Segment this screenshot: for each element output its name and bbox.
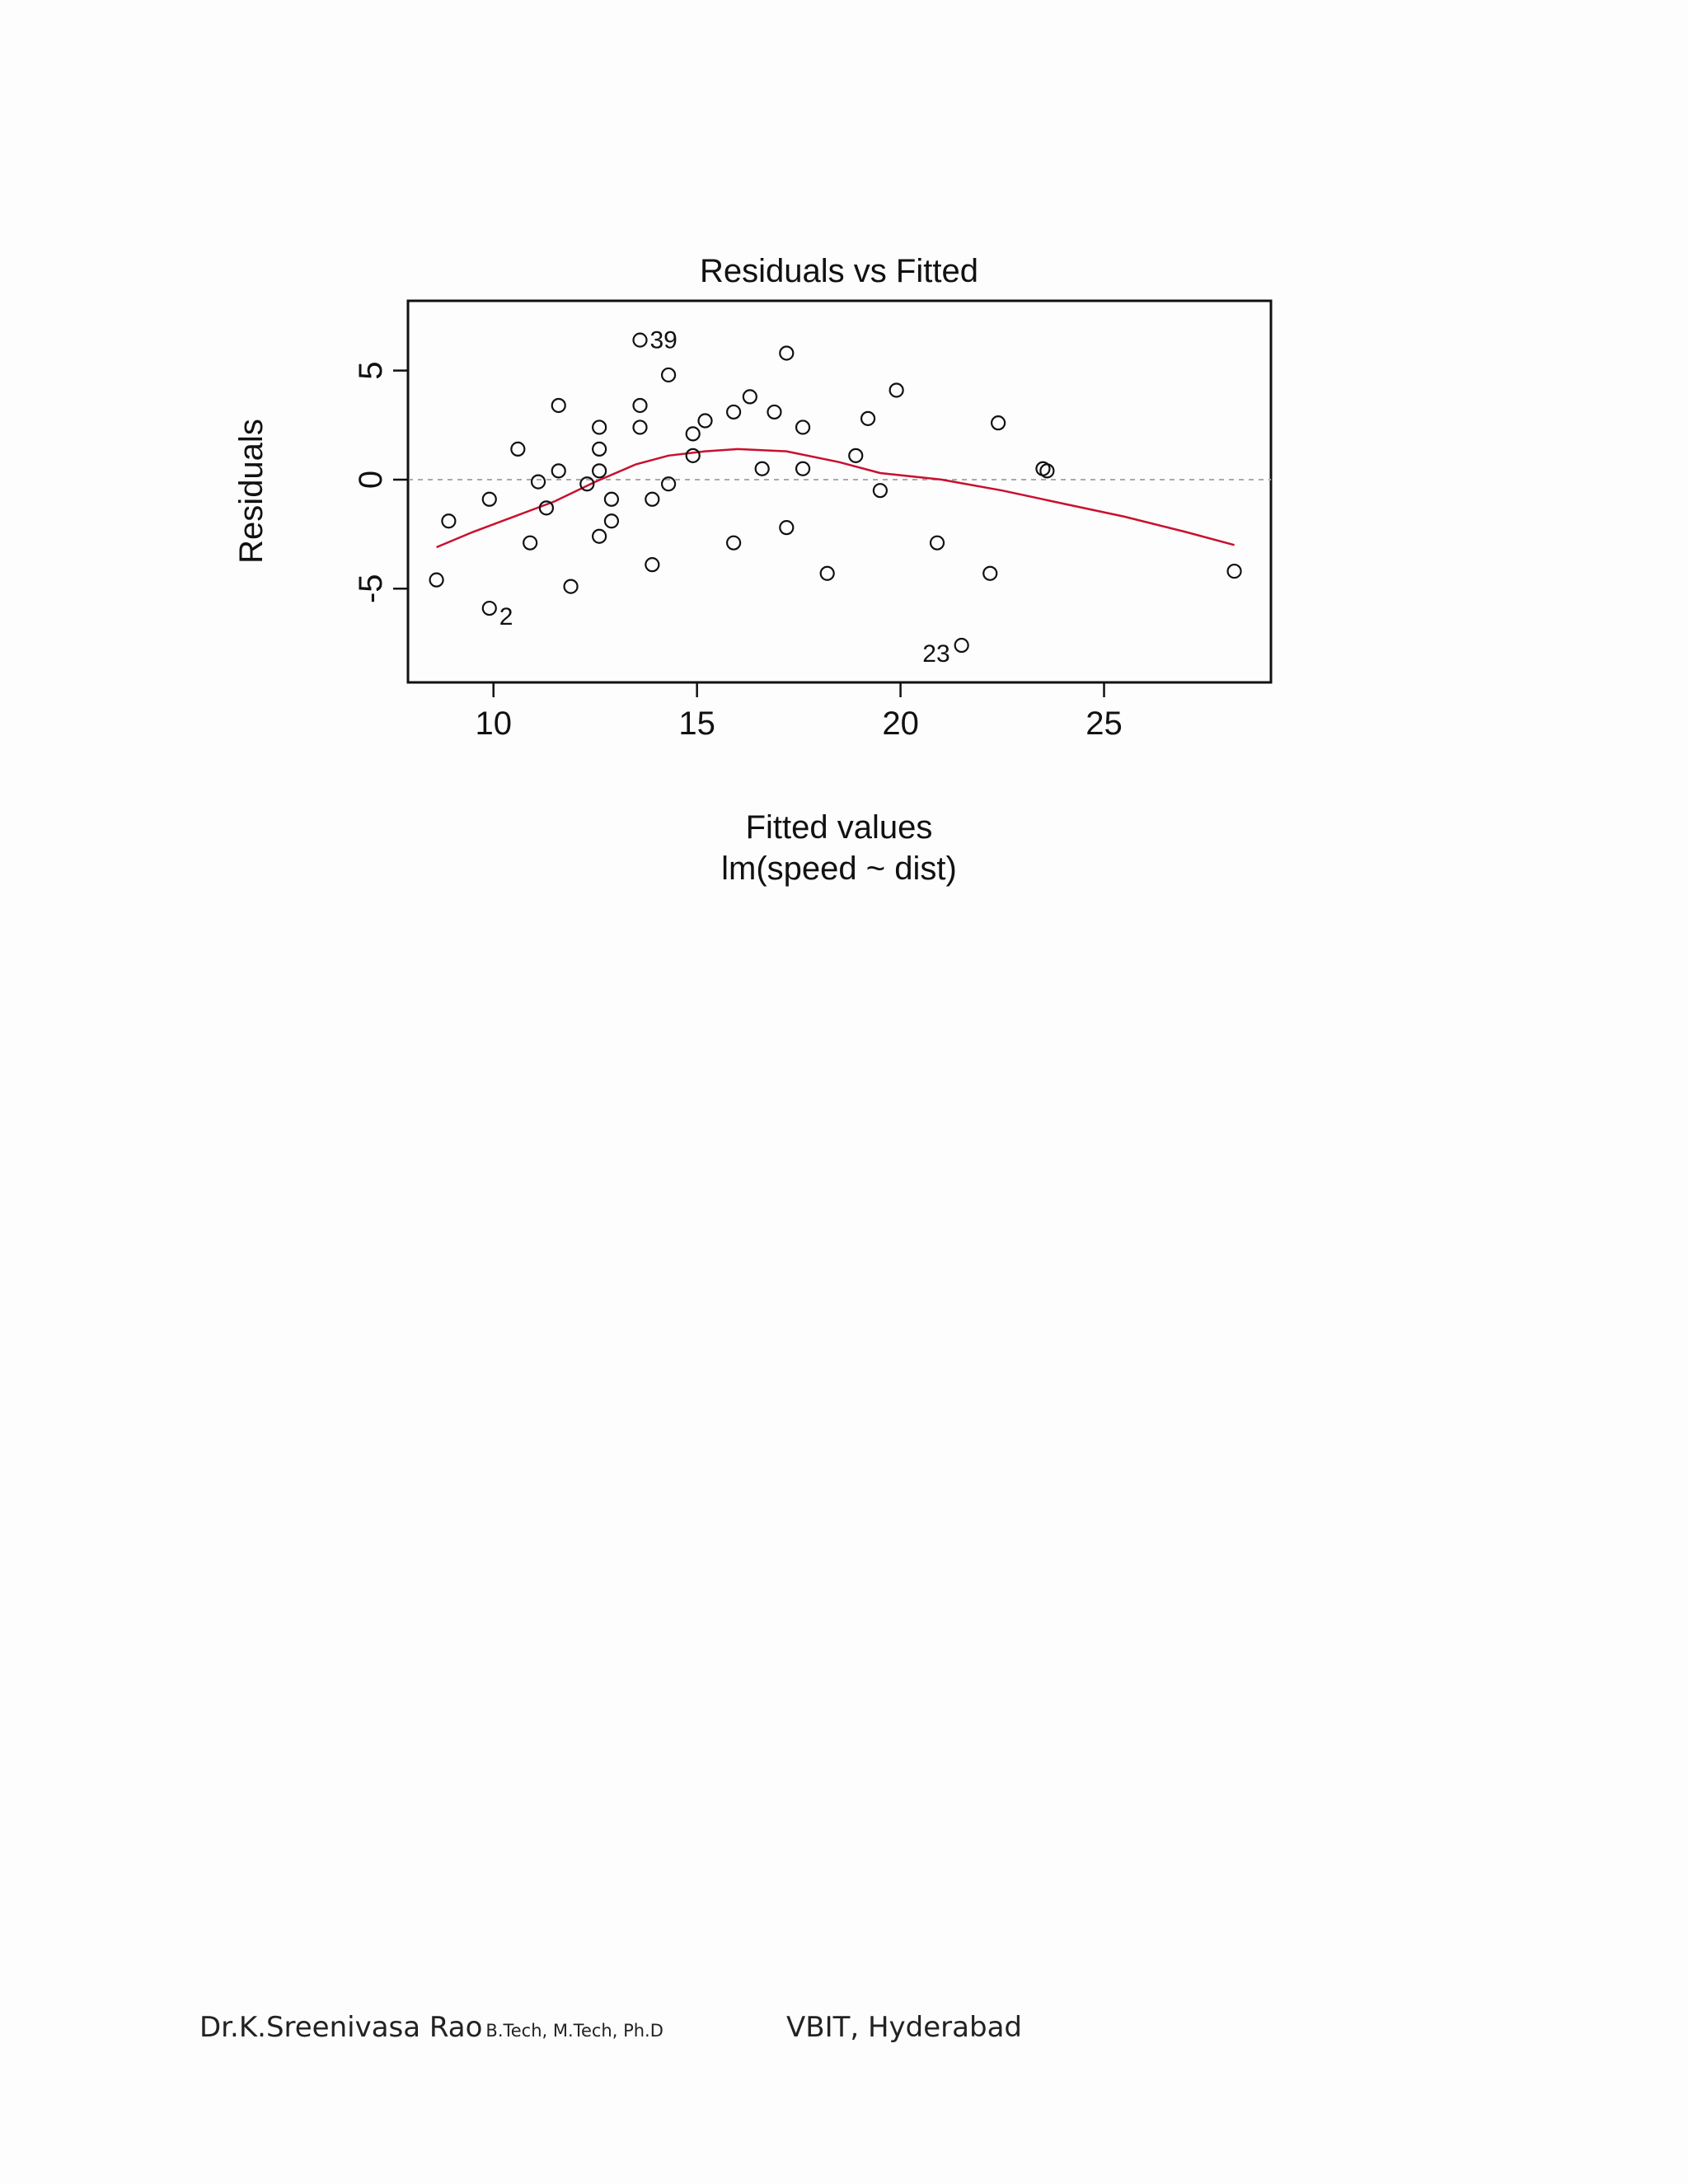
residual-point [429,572,444,588]
residual-point [819,565,835,581]
residual-point [592,419,607,435]
chart-title: Residuals vs Fitted [700,253,978,289]
residual-point [592,463,607,479]
y-tick-label: 0 [353,471,389,489]
x-tick-label: 20 [882,705,919,742]
residual-point [592,528,607,544]
residual-point [742,389,757,405]
residual-point [795,461,811,476]
residual-point [795,419,811,435]
residual-point [579,476,595,492]
smooth-curve [436,448,1235,549]
x-axis-label: Fitted values [746,809,933,846]
residual-point [551,397,566,414]
footer-institute: VBIT, Hyderabad [786,2011,1022,2044]
residual-point [645,491,660,507]
residual-point [632,397,648,414]
residual-points-group [429,332,1242,654]
x-tick-label: 25 [1085,705,1123,742]
residual-point [929,535,945,551]
residual-point [660,367,677,383]
residual-point [725,535,742,551]
residual-point [481,600,497,616]
footer-degrees: B.Tech, M.Tech, Ph.D [485,2021,663,2041]
x-axis: 10 15 20 25 [475,681,1123,742]
x-tick-label: 10 [475,705,512,742]
residual-point [982,565,998,581]
residual-point [767,404,782,420]
residual-point [954,637,969,654]
outlier-labels-group: 2 39 23 [499,327,950,668]
residual-point [660,476,677,492]
residual-point [603,491,620,507]
page-footer: Dr.K.Sreenivasa Rao B.Tech, M.Tech, Ph.D … [199,2011,1022,2044]
residual-point [551,463,566,479]
residual-point [860,410,876,426]
residual-point [530,474,546,490]
residual-point [779,520,795,536]
residual-point [538,500,555,516]
residual-point [685,448,701,463]
outlier-label: 2 [499,603,513,630]
y-axis-label: Residuals [233,419,270,564]
residual-point [1039,463,1055,479]
plot-frame [406,299,1273,684]
residual-point [603,513,620,529]
x-tick-label: 15 [678,705,715,742]
smooth-curve-group [436,448,1235,549]
residual-point [523,535,538,551]
residual-point [725,404,742,420]
y-tick-label: -5 [353,574,389,603]
model-formula-label: lm(speed ~ dist) [721,851,957,887]
outlier-label: 39 [650,327,678,354]
y-axis: -5 0 5 [353,362,410,603]
footer-author: Dr.K.Sreenivasa Rao [199,2011,483,2044]
y-tick-label: 5 [353,362,389,380]
residual-point [481,491,497,507]
residual-point [645,557,660,573]
residual-point [632,419,648,435]
residual-point [563,579,579,594]
residual-point [872,483,888,499]
residual-point [685,426,701,442]
residual-point [632,332,648,348]
residual-point [592,441,607,457]
residual-point [1226,563,1242,579]
residual-point [991,415,1006,431]
residual-point [441,513,457,529]
residual-point [510,441,526,457]
residual-point [754,461,770,476]
outlier-label: 23 [922,640,950,668]
residual-point [889,382,904,398]
residual-point [848,448,864,463]
residual-point [697,413,713,429]
residual-point [779,345,795,361]
